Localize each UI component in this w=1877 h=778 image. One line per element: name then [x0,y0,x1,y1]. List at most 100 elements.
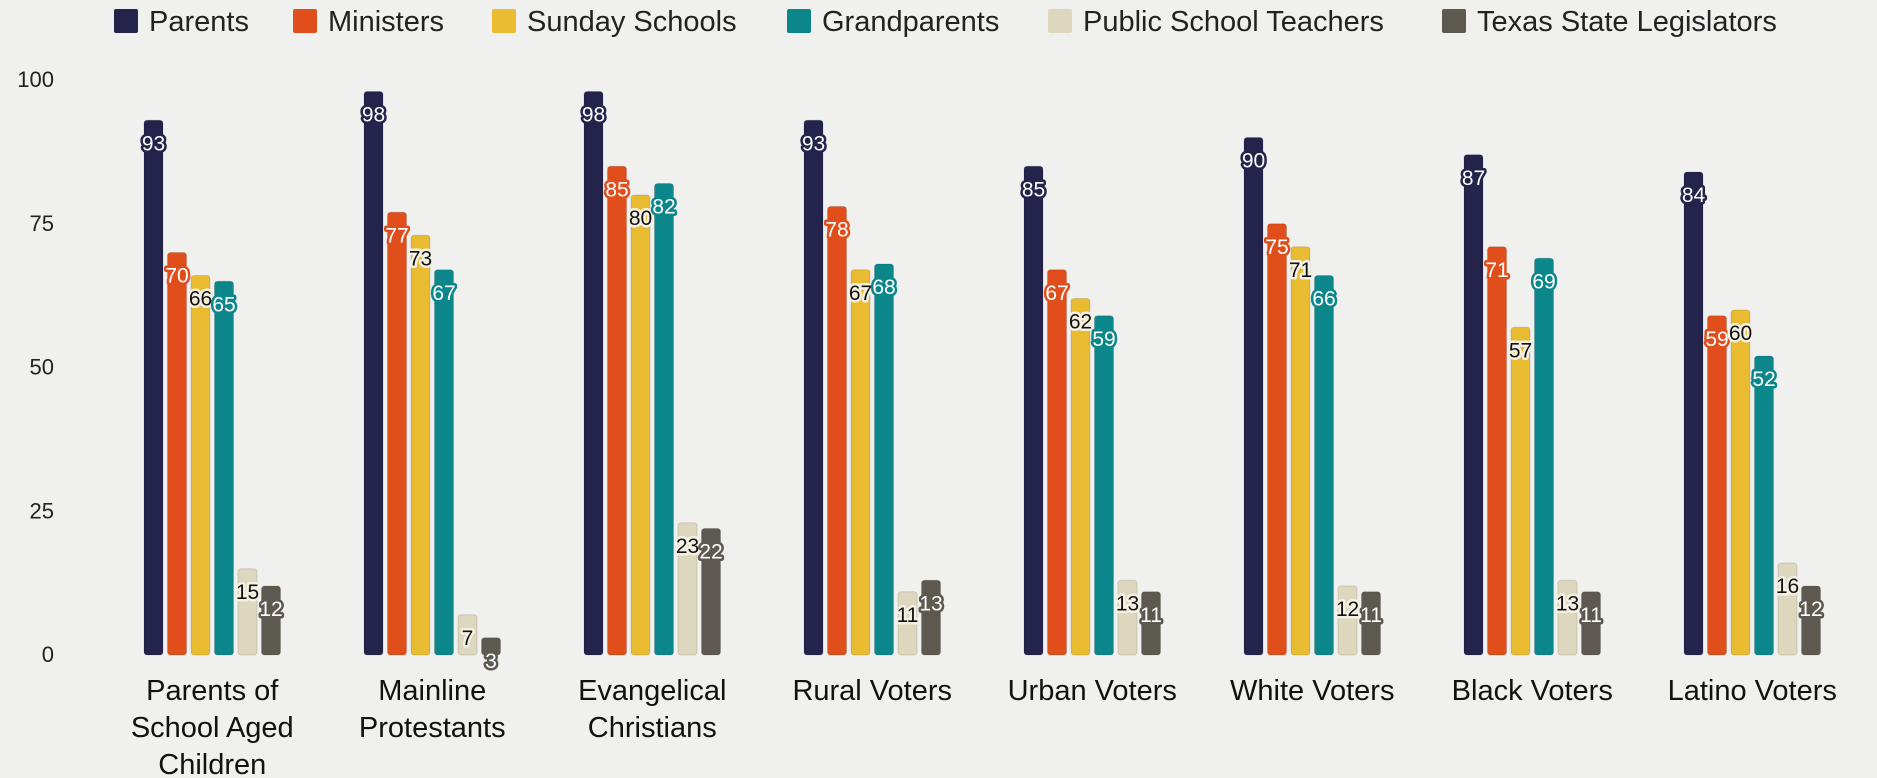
data-label: 62 [1069,311,1092,334]
bar [237,568,258,656]
bar [1141,591,1161,656]
legend-label: Parents [149,6,249,38]
bar [1487,246,1507,656]
bar [214,280,234,656]
bar [1683,171,1704,656]
legend-label: Public School Teachers [1083,6,1384,38]
data-label: 57 [1509,339,1532,362]
bar [1361,591,1381,656]
data-label: 7 [462,627,474,650]
bar [677,522,698,656]
y-tick-label: 100 [17,67,54,92]
data-label: 68 [872,276,895,299]
bar [1557,579,1578,656]
bar [387,211,407,656]
data-label: 60 [1729,322,1752,345]
bar [410,234,431,656]
bar [1023,165,1044,656]
bar [1117,579,1138,656]
data-label: 11 [1140,604,1162,627]
bar [1510,326,1531,656]
bar [1047,269,1067,656]
bar [583,91,604,656]
bar [803,119,824,656]
data-label: 70 [165,265,188,288]
bar [1534,257,1554,656]
data-label: 13 [1556,592,1579,615]
data-label: 73 [409,247,432,270]
bar [434,269,454,656]
data-label: 84 [1682,184,1706,207]
x-tick-label: Rural Voters [792,675,952,707]
y-axis: 0 25 50 75 100 [17,67,54,667]
bar [1581,591,1601,656]
bar [457,614,478,656]
legend-swatch [293,9,317,33]
data-label: 3 [485,650,497,673]
bar [630,194,651,656]
data-label: 71 [1485,259,1508,282]
bar [363,91,384,656]
legend-label: Grandparents [822,6,999,38]
bar [143,119,164,656]
bar [261,585,281,656]
data-label: 66 [1312,288,1335,311]
bar [167,252,187,656]
bar [1707,315,1727,656]
legend: Parents Ministers Sunday Schools Grandparen… [114,6,1777,38]
bar [1463,154,1484,656]
data-label: 78 [825,219,848,242]
bar [1314,275,1334,656]
data-label: 22 [699,541,722,564]
data-label: 93 [142,132,165,155]
bar [850,269,871,656]
bar [1337,585,1358,656]
x-tick-label: Urban Voters [1008,675,1177,707]
y-tick-label: 50 [30,355,54,380]
y-tick-label: 25 [30,498,54,523]
legend-swatch [114,9,138,33]
data-label: 12 [1336,598,1359,621]
data-label: 87 [1462,167,1485,190]
data-label: 82 [652,196,675,219]
data-label: 59 [1092,328,1115,351]
data-label: 90 [1242,150,1265,173]
x-tick-label: White Voters [1230,675,1394,707]
data-label: 16 [1776,575,1799,598]
data-label: 67 [1045,282,1068,305]
bar [827,206,847,656]
data-label: 98 [362,104,385,127]
data-label: 13 [1116,592,1139,615]
data-label: 67 [849,282,872,305]
legend-swatch [1048,9,1072,33]
bar [1290,246,1311,656]
bar [190,275,211,656]
x-tick-label: Evangelical Christians [578,675,726,744]
bar [1070,298,1091,656]
data-label: 52 [1752,368,1775,391]
data-label: 67 [432,282,455,305]
bar [921,579,941,656]
data-label: 69 [1532,270,1555,293]
data-label: 59 [1705,328,1728,351]
data-label: 11 [1360,604,1382,627]
bar [481,637,501,656]
bar [1243,137,1264,656]
data-label: 71 [1289,259,1312,282]
legend-label: Sunday Schools [527,6,737,38]
bar [1754,355,1774,656]
data-label: 15 [236,581,259,604]
bar [874,263,894,656]
data-label: 12 [259,598,282,621]
legend-label: Ministers [328,6,444,38]
x-tick-label: Parents of School Aged Children [131,675,294,778]
bar [1777,562,1798,656]
legend-swatch [787,9,811,33]
legend-swatch [1442,9,1466,33]
bar [1730,309,1751,656]
bar [701,528,721,656]
x-tick-label: Black Voters [1452,675,1613,707]
x-tick-label: Mainline Protestants [359,675,506,744]
